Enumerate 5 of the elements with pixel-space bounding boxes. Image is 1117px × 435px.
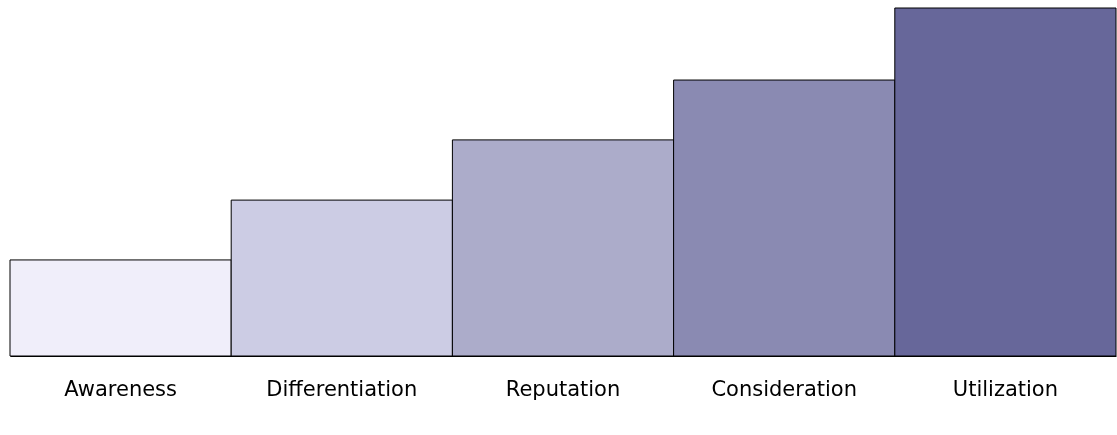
- x-tick-label: Reputation: [505, 376, 621, 401]
- x-tick-label: Differentiation: [266, 376, 418, 401]
- x-tick-label: Awareness: [64, 376, 177, 401]
- x-tick-label: Utilization: [952, 376, 1059, 401]
- x-tick-label: Consideration: [711, 376, 857, 401]
